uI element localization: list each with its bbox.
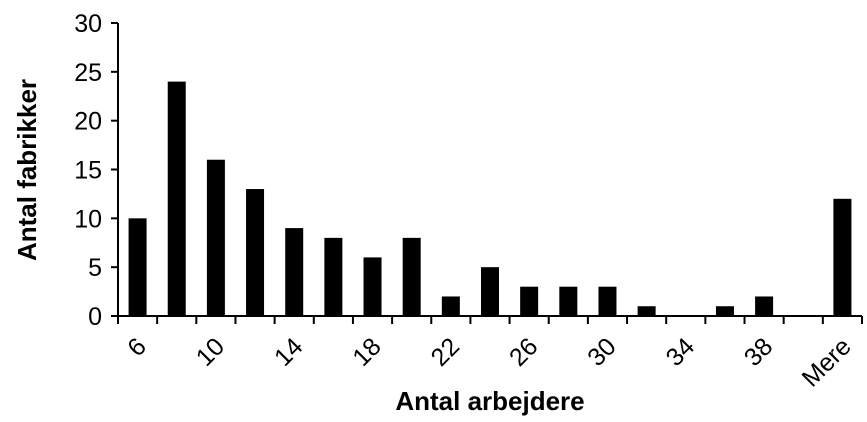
bar (363, 257, 382, 316)
bar (833, 198, 852, 316)
y-tick-label: 5 (88, 254, 102, 282)
bar (324, 237, 343, 316)
bar (715, 306, 734, 316)
x-tick-label: Mere (797, 332, 857, 392)
bar (598, 286, 617, 316)
x-tick-label: 38 (739, 332, 778, 371)
bars (128, 81, 852, 316)
bar (755, 296, 774, 316)
x-tick-label: 30 (582, 332, 621, 371)
bar (128, 218, 147, 316)
bar (167, 81, 186, 316)
bar (637, 306, 656, 316)
x-tick-label: 18 (347, 332, 386, 371)
bar (246, 189, 265, 316)
x-tick-label: 14 (269, 332, 309, 372)
x-tick-label: 10 (191, 332, 230, 371)
bar (206, 159, 225, 316)
x-tick-label: 34 (661, 332, 701, 372)
bar (441, 296, 460, 316)
y-tick-label: 20 (74, 108, 102, 136)
bar (402, 237, 421, 316)
bar (520, 286, 539, 316)
x-axis-title: Antal arbejdere (395, 386, 584, 416)
bar (559, 286, 578, 316)
y-tick-label: 15 (74, 157, 102, 185)
x-tick-label: 22 (426, 332, 465, 371)
y-axis-title: Antal fabrikker (12, 79, 42, 261)
bar (285, 228, 304, 316)
bar (481, 267, 499, 316)
x-tick-label: 6 (122, 332, 152, 362)
y-tick-label: 30 (74, 10, 102, 38)
y-axis-ticks: 0 5 10 15 20 25 30 (74, 10, 118, 331)
x-axis-ticks: 6 10 14 18 22 26 30 34 38 Mere (117, 316, 863, 393)
y-tick-label: 0 (88, 303, 102, 331)
y-tick-label: 25 (74, 59, 102, 87)
y-tick-label: 10 (74, 205, 102, 233)
x-tick-label: 26 (504, 332, 543, 371)
